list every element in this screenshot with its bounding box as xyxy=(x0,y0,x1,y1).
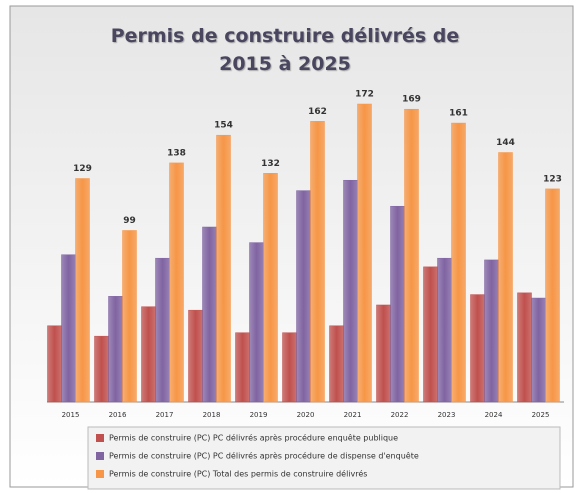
legend-label: Permis de construire (PC) Total des perm… xyxy=(109,469,367,479)
legend: Permis de construire (PC) PC délivrés ap… xyxy=(87,426,561,490)
data-label: 123 xyxy=(543,174,562,184)
data-label: 161 xyxy=(449,109,468,119)
legend-label: Permis de construire (PC) PC délivrés ap… xyxy=(109,451,419,461)
data-label: 154 xyxy=(214,121,233,131)
bar xyxy=(122,230,137,403)
data-label: 162 xyxy=(308,107,327,117)
bar xyxy=(235,332,250,403)
x-tick-label: 2018 xyxy=(203,411,221,419)
bar xyxy=(249,242,264,403)
data-label: 99 xyxy=(123,216,136,226)
bar xyxy=(188,309,203,403)
bar xyxy=(498,152,513,403)
x-tick-label: 2025 xyxy=(532,411,550,419)
bar xyxy=(343,179,358,403)
data-label: 132 xyxy=(261,159,280,169)
x-tick-label: 2023 xyxy=(438,411,456,419)
bar xyxy=(169,162,184,403)
chart-frame xyxy=(9,5,574,488)
bar xyxy=(437,257,452,403)
bar xyxy=(282,332,297,403)
bar xyxy=(202,226,217,403)
chart-title: Permis de construire délivrés de 2015 à … xyxy=(110,25,460,75)
legend-swatch xyxy=(96,452,104,460)
legend-swatch xyxy=(96,470,104,478)
bar xyxy=(531,297,546,403)
bar xyxy=(390,205,405,403)
bar xyxy=(404,108,419,403)
bar xyxy=(141,306,156,403)
x-tick-label: 2021 xyxy=(344,411,362,419)
x-tick-label: 2016 xyxy=(109,411,127,419)
bar xyxy=(451,122,466,403)
x-tick-label: 2019 xyxy=(250,411,268,419)
data-label: 144 xyxy=(496,138,515,148)
data-label: 172 xyxy=(355,90,374,100)
x-tick-label: 2015 xyxy=(62,411,80,419)
x-tick-label: 2020 xyxy=(297,411,315,419)
bar xyxy=(155,257,170,403)
bar xyxy=(75,178,90,403)
bar xyxy=(376,304,391,403)
bar xyxy=(357,103,372,403)
legend-box xyxy=(87,426,561,490)
bar xyxy=(423,266,438,403)
bar xyxy=(484,259,499,403)
bar xyxy=(517,292,532,403)
bar xyxy=(61,254,76,403)
x-tick-label: 2022 xyxy=(391,411,409,419)
bar xyxy=(47,325,62,403)
bar xyxy=(329,325,344,403)
bar xyxy=(545,188,560,403)
bar xyxy=(310,121,325,403)
bar xyxy=(94,335,109,403)
legend-label: Permis de construire (PC) PC délivrés ap… xyxy=(109,433,398,443)
legend-swatch xyxy=(96,434,104,442)
data-label: 129 xyxy=(73,164,92,174)
x-tick-label: 2024 xyxy=(485,411,503,419)
bar xyxy=(108,296,123,403)
bar xyxy=(216,134,231,403)
bar xyxy=(296,190,311,403)
bar xyxy=(263,173,278,403)
data-label: 169 xyxy=(402,95,421,105)
bar xyxy=(470,294,485,403)
data-label: 138 xyxy=(167,148,186,158)
x-tick-label: 2017 xyxy=(156,411,174,419)
